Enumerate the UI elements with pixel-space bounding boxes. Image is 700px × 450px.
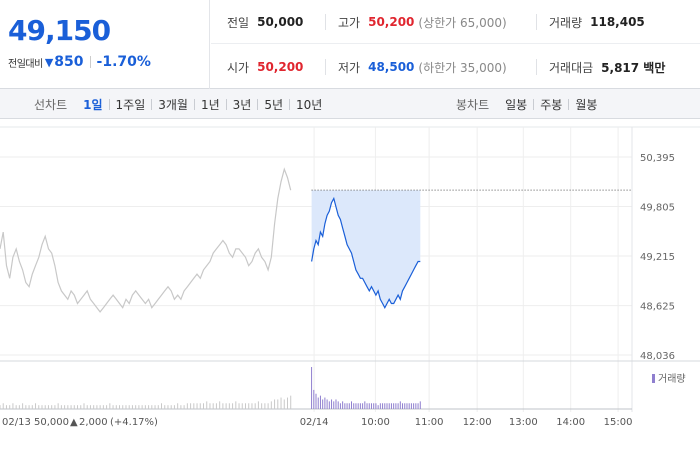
prev-day-date: 02/13 (2, 417, 31, 428)
y-tick-label: 49,215 (640, 252, 675, 263)
trade-value-label: 거래대금 (549, 60, 594, 75)
x-tick-label: 15:00 (604, 417, 633, 428)
x-tick-label: 02/14 (300, 417, 329, 428)
y-tick-label: 50,395 (640, 153, 675, 164)
toolbar-divider (289, 98, 291, 110)
stats-row-1: 전일 50,000 고가 50,200 (상한가 65,000) 거래량 118… (211, 0, 700, 44)
low-label: 저가 (338, 60, 361, 75)
open-cell: 시가 50,200 (227, 45, 303, 89)
line_periods-tab-4[interactable]: 3년 (232, 97, 252, 112)
divider (536, 59, 537, 75)
y-tick-label: 48,036 (640, 351, 675, 362)
low-value: 48,500 (368, 60, 415, 74)
chart-toolbar: 선차트 1일 1주일 3개월 1년 3년 5년 10년 봉차트 일봉 주봉 월봉 (0, 89, 700, 119)
volume-value: 118,405 (590, 15, 645, 29)
volume-cell: 거래량 118,405 (549, 0, 645, 44)
price-chart: 50,395 49,805 49,215 48,625 48,036 거래량 02/14 10… (0, 126, 700, 428)
prev-close-label: 전일 (227, 15, 250, 30)
line-chart-periods: 선차트 1일 1주일 3개월 1년 3년 5년 10년 (34, 89, 328, 119)
change-label: 전일대비 (8, 58, 43, 70)
candle_periods-tab-0[interactable]: 일봉 (505, 97, 528, 112)
candle-chart-periods: 봉차트 일봉 주봉 월봉 (456, 89, 603, 119)
high-label: 고가 (338, 15, 361, 30)
open-label: 시가 (227, 60, 250, 75)
line_periods-tab-5[interactable]: 5년 (264, 97, 284, 112)
change-amount: 850 (54, 54, 84, 70)
price-stats: 전일 50,000 고가 50,200 (상한가 65,000) 거래량 118… (211, 0, 700, 89)
prev-day-change: 2,000 (79, 417, 108, 428)
line_periods-tab-2[interactable]: 3개월 (158, 97, 188, 112)
divider (89, 56, 91, 68)
toolbar-divider (568, 98, 570, 110)
prev-day-price-line (0, 167, 292, 313)
upper-limit: (상한가 65,000) (418, 15, 507, 30)
high-cell: 고가 50,200 (상한가 65,000) (338, 0, 507, 44)
x-tick-label: 11:00 (415, 417, 444, 428)
x-tick-label: 13:00 (509, 417, 538, 428)
lower-limit: (하한가 35,000) (418, 60, 507, 75)
line-chart-title: 선차트 (34, 97, 68, 112)
today-area-fill (311, 190, 421, 308)
quote-header: 49,150 전일대비 ▼ 850 -1.70% 전일 50,000 고가 50… (0, 0, 700, 89)
y-tick-label: 49,805 (640, 203, 675, 214)
toolbar-divider (193, 98, 195, 110)
price-series (0, 167, 632, 313)
toolbar-divider (533, 98, 535, 110)
price-summary: 49,150 전일대비 ▼ 850 -1.70% (0, 0, 210, 89)
axis-labels: 50,395 49,805 49,215 48,625 48,036 거래량 02/14 10… (2, 153, 686, 428)
line_periods-tab-3[interactable]: 1년 (200, 97, 220, 112)
divider (536, 14, 537, 30)
x-tick-label: 12:00 (463, 417, 492, 428)
candle_periods-tab-1[interactable]: 주봉 (540, 97, 563, 112)
candle_periods-tab-2[interactable]: 월봉 (575, 97, 598, 112)
volume-label: 거래량 (549, 15, 583, 30)
candle-chart-title: 봉차트 (456, 97, 490, 112)
y-tick-label: 48,625 (640, 302, 675, 313)
x-tick-label: 14:00 (556, 417, 585, 428)
line_periods-tab-1[interactable]: 1주일 (115, 97, 146, 112)
line_periods-tab-0[interactable]: 1일 (83, 97, 103, 112)
change-row: 전일대비 ▼ 850 -1.70% (8, 54, 151, 70)
open-value: 50,200 (257, 60, 304, 74)
prev-close-value: 50,000 (257, 15, 304, 29)
volume-chart (0, 367, 421, 409)
low-cell: 저가 48,500 (하한가 35,000) (338, 45, 507, 89)
line_periods-tab-6[interactable]: 10년 (296, 97, 323, 112)
chart-grid (0, 126, 700, 412)
x-tick-label: 10:00 (361, 417, 390, 428)
high-value: 50,200 (368, 15, 415, 29)
toolbar-divider (225, 98, 227, 110)
change-rate: -1.70% (96, 54, 151, 70)
prev-day-rate: (+4.17%) (110, 417, 158, 428)
up-arrow-icon: ▲ (70, 417, 78, 428)
down-arrow-icon: ▼ (44, 55, 54, 69)
prev-close-cell: 전일 50,000 (227, 0, 303, 44)
prev-day-close: 50,000 (34, 417, 69, 428)
toolbar-divider (108, 98, 110, 110)
volume-legend-label: 거래량 (658, 373, 686, 385)
volume-legend-swatch (652, 374, 655, 383)
trade-value-value: 5,817 백만 (601, 60, 666, 75)
toolbar-divider (151, 98, 153, 110)
divider (325, 14, 326, 30)
current-price: 49,150 (8, 14, 111, 47)
divider (325, 59, 326, 75)
today-price-line (311, 196, 421, 309)
trade-value-cell: 거래대금 5,817 백만 (549, 45, 665, 89)
toolbar-divider (257, 98, 259, 110)
stats-row-2: 시가 50,200 저가 48,500 (하한가 35,000) 거래대금 5,… (211, 45, 700, 89)
